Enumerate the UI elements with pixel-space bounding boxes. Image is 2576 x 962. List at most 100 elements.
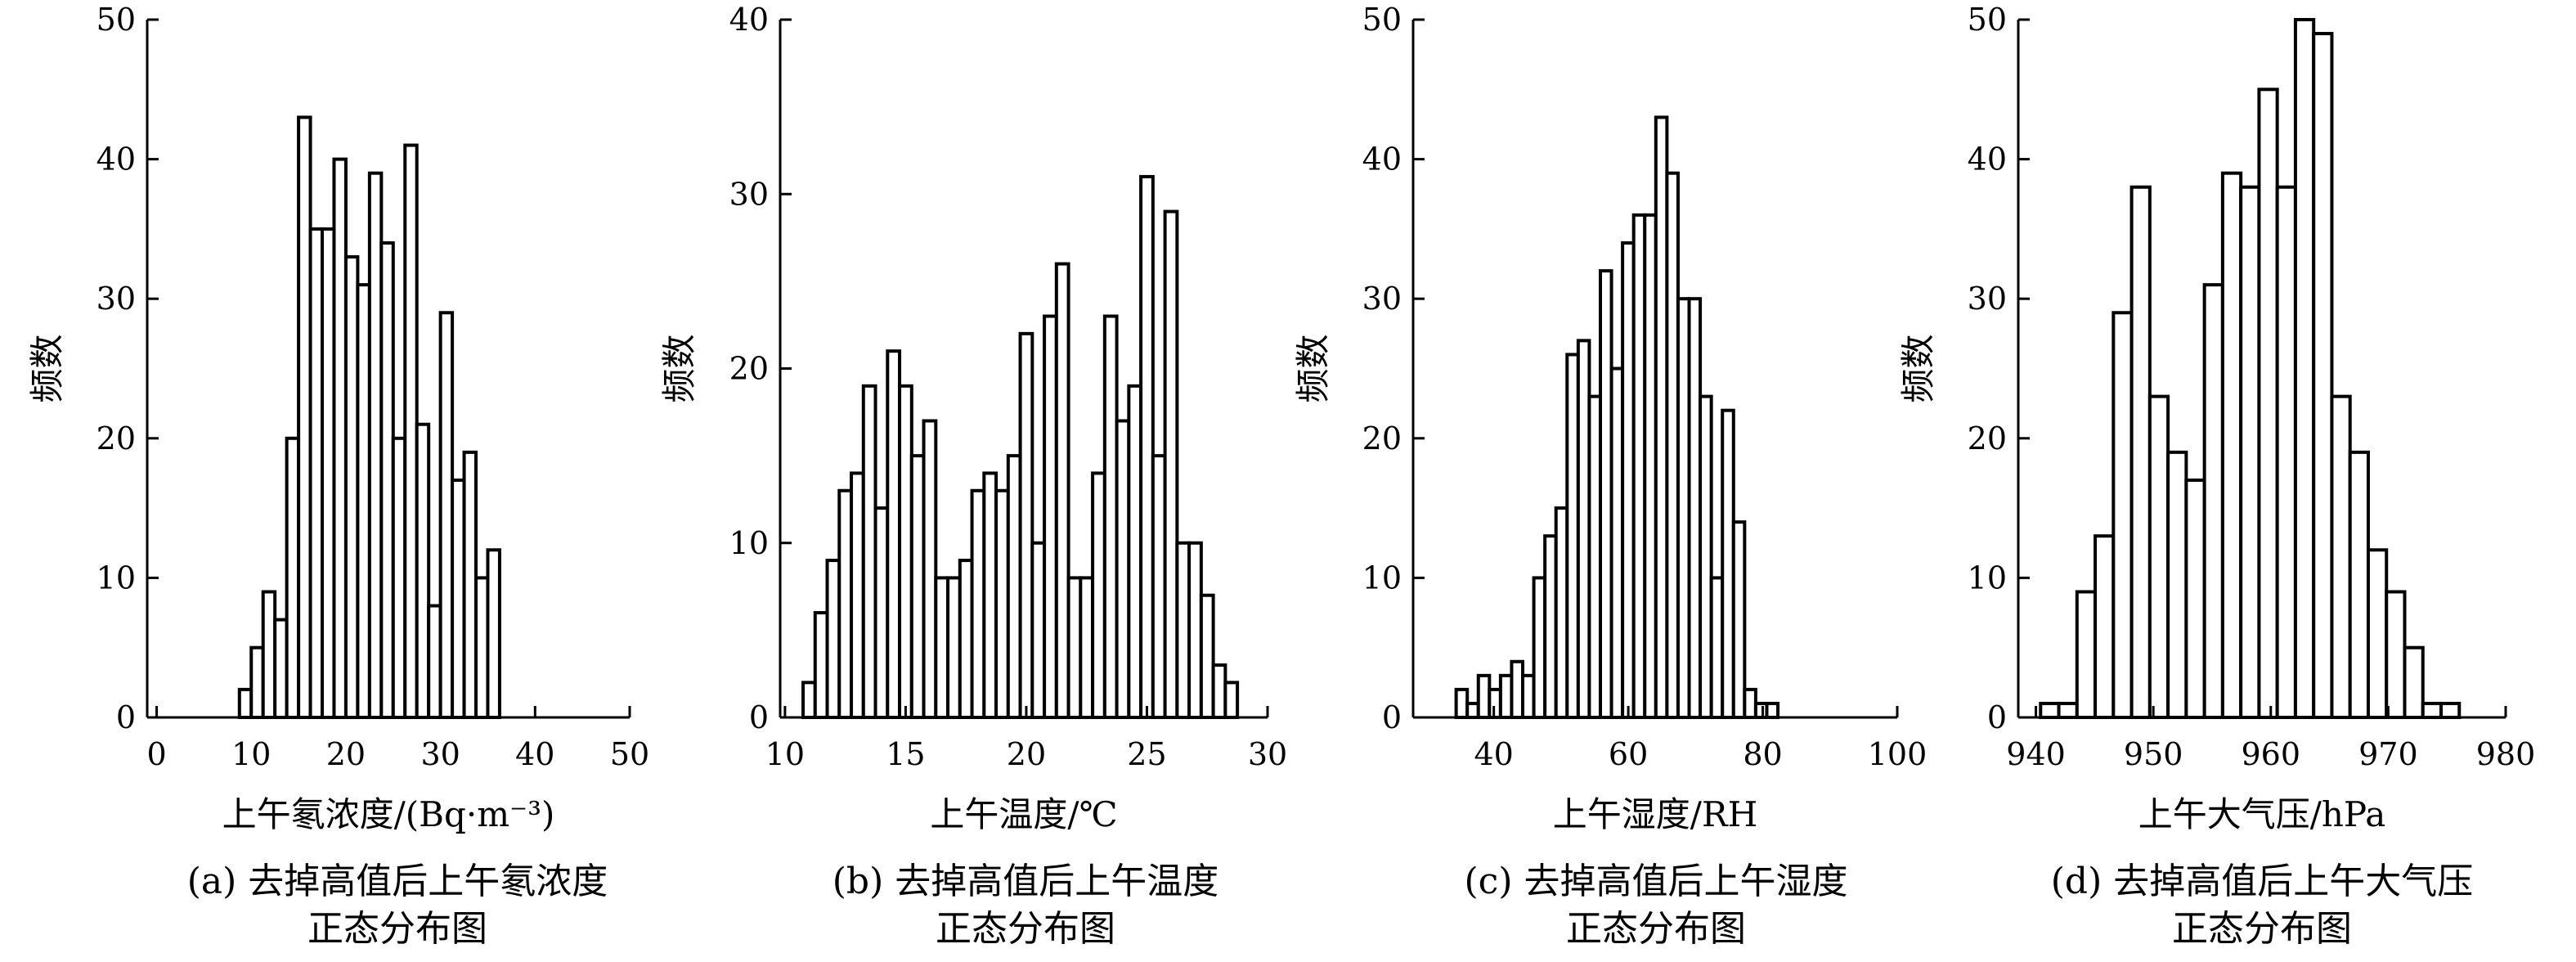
caption-line-2: 正态分布图 xyxy=(2172,908,2352,950)
x-tick-label: 60 xyxy=(1609,736,1648,772)
histogram-bar xyxy=(486,548,501,720)
histogram-bar xyxy=(1532,576,1547,720)
x-tick-label: 80 xyxy=(1743,736,1782,772)
histogram-bar xyxy=(1151,454,1167,719)
y-axis-label: 频数 xyxy=(27,334,67,402)
y-axis-label: 频数 xyxy=(1898,334,1938,402)
histogram-bar xyxy=(2184,478,2206,719)
x-axis-label: 上午大气压/hPa xyxy=(2138,794,2386,834)
histogram-bar xyxy=(1498,673,1514,720)
y-tick-label: 0 xyxy=(1382,699,1402,735)
histogram-bar xyxy=(2385,590,2407,720)
y-tick-label: 40 xyxy=(729,2,769,38)
histogram-bar xyxy=(837,488,854,720)
histogram-bar xyxy=(1543,534,1558,719)
y-axis-label: 频数 xyxy=(1293,334,1333,402)
histogram-bar xyxy=(367,171,384,720)
x-tick-label: 20 xyxy=(1007,736,1046,772)
histogram-bar xyxy=(1127,384,1143,719)
y-tick-label: 20 xyxy=(1968,420,2007,456)
histogram-bar xyxy=(285,436,301,719)
x-tick-label: 30 xyxy=(420,736,460,772)
caption-line-1: (c) 去掉高值后上午湿度 xyxy=(1465,861,1848,902)
histogram-bar xyxy=(2075,590,2098,720)
histogram-bar xyxy=(391,436,407,719)
x-tick-label: 50 xyxy=(610,736,649,772)
histogram-bar xyxy=(273,618,289,720)
histogram-bar xyxy=(1743,687,1757,720)
x-axis-label: 上午氡浓度/(Bq·m⁻³) xyxy=(222,794,555,834)
histogram-bar xyxy=(994,488,1010,720)
histogram-bar xyxy=(1018,331,1034,719)
x-tick-label: 950 xyxy=(2124,736,2183,772)
y-tick-label: 10 xyxy=(1362,560,1402,596)
histogram-bar xyxy=(2166,450,2188,719)
y-tick-label: 0 xyxy=(116,699,136,735)
y-tick-label: 30 xyxy=(729,176,769,212)
histogram-bar xyxy=(934,576,950,720)
y-axis-label: 频数 xyxy=(659,334,699,402)
histogram-bar xyxy=(2129,185,2152,720)
histogram-bar xyxy=(922,419,938,719)
histogram-bar xyxy=(1699,394,1713,719)
histogram-bar xyxy=(1554,506,1569,719)
histogram-bar xyxy=(415,422,431,719)
histogram-bar xyxy=(898,384,913,719)
x-tick-label: 100 xyxy=(1868,736,1928,772)
caption-line-1: (b) 去掉高值后上午温度 xyxy=(832,861,1218,902)
x-axis-label: 上午温度/℃ xyxy=(930,794,1117,834)
histogram-bar xyxy=(2094,534,2116,719)
histogram-bar xyxy=(2275,185,2297,720)
histogram-bar xyxy=(970,488,986,720)
y-tick-label: 20 xyxy=(729,351,769,387)
x-tick-label: 0 xyxy=(146,736,166,772)
histogram-bar xyxy=(2147,394,2170,719)
y-tick-label: 10 xyxy=(1968,560,2007,596)
histogram-bar xyxy=(2039,701,2061,720)
histogram-bar xyxy=(1609,366,1625,719)
histogram-bar xyxy=(2257,88,2279,720)
histogram-bar xyxy=(1731,520,1747,719)
histogram-bar xyxy=(1643,213,1658,719)
histogram-bar xyxy=(1163,209,1179,719)
histogram-bar xyxy=(1654,115,1669,720)
histogram-bar xyxy=(1054,262,1070,719)
histogram-bar xyxy=(2293,18,2316,719)
histogram-bar xyxy=(308,227,325,719)
histogram-bar xyxy=(1115,419,1131,719)
histogram-bar xyxy=(237,687,254,720)
histogram-bar xyxy=(909,454,926,719)
x-tick-label: 980 xyxy=(2476,736,2536,772)
y-tick-label: 0 xyxy=(1987,699,2007,735)
y-tick-label: 10 xyxy=(96,560,136,596)
histogram-bar xyxy=(1676,297,1691,719)
histogram-bar xyxy=(1709,576,1725,720)
histogram-bar xyxy=(1576,339,1591,719)
y-tick-label: 20 xyxy=(1362,420,1402,456)
y-tick-label: 30 xyxy=(1968,281,2007,317)
histogram-bar xyxy=(379,240,395,719)
caption-line-1: (d) 去掉高值后上午大气压 xyxy=(2051,861,2473,902)
histogram-bar xyxy=(825,559,841,720)
histogram-bar xyxy=(1102,314,1119,719)
y-tick-label: 20 xyxy=(96,420,136,456)
histogram-bar xyxy=(1665,171,1680,720)
x-tick-label: 970 xyxy=(2358,736,2418,772)
histogram-bar xyxy=(1006,454,1022,719)
histogram-bar xyxy=(438,311,455,719)
y-tick-label: 50 xyxy=(1362,2,1402,38)
histogram-bar xyxy=(1079,576,1095,720)
histogram-bar xyxy=(1598,269,1613,719)
x-tick-label: 20 xyxy=(326,736,366,772)
histogram-bar xyxy=(1223,681,1240,719)
histogram-bar xyxy=(1211,663,1227,720)
x-tick-label: 960 xyxy=(2242,736,2301,772)
histogram-bar xyxy=(2421,701,2444,720)
y-tick-label: 40 xyxy=(96,142,136,178)
histogram-bar xyxy=(2220,171,2243,720)
histogram-bar xyxy=(2330,394,2352,719)
histogram-bar xyxy=(886,349,902,719)
